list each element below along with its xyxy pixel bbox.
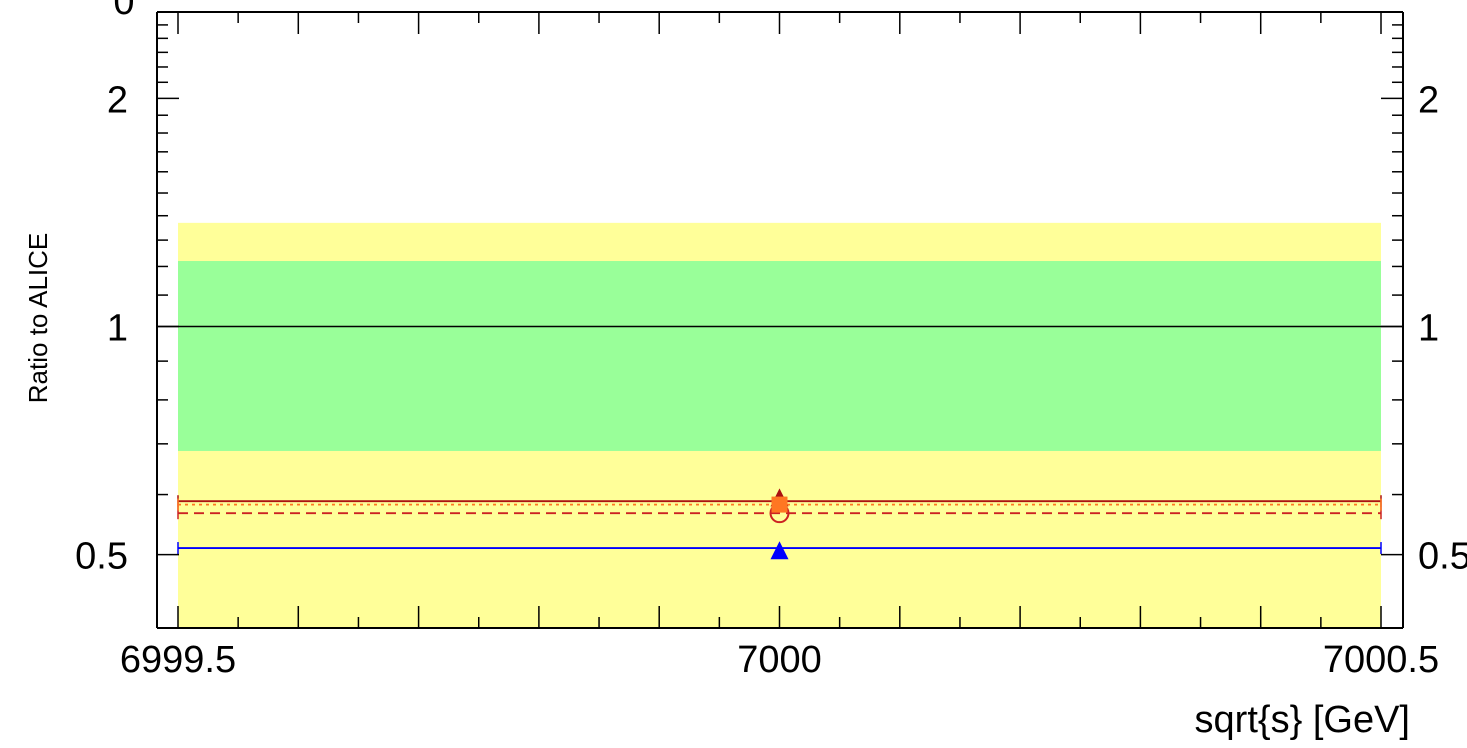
series-markers [769, 488, 790, 560]
uncertainty-bands [178, 222, 1381, 629]
y-tick-label-right-2: 2 [1418, 79, 1439, 121]
x-axis-title: sqrt{s} [GeV] [1195, 699, 1410, 741]
marker-triangle-0 [770, 541, 789, 560]
x-tick-label-2: 7000.5 [1323, 639, 1439, 681]
y-tick-label-left-2: 2 [107, 79, 128, 121]
y-axis-title: Ratio to ALICE [23, 233, 53, 404]
band-1 [178, 261, 1381, 451]
marker-square-3 [771, 496, 788, 513]
axis-ticks [157, 11, 1403, 629]
x-tick-label-0: 6999.5 [120, 639, 236, 681]
tick-labels: 6999.5 7000 7000.5 0.5 1 2 0.5 1 2 [75, 79, 1467, 681]
top-partial-tick-label: 0 [113, 0, 134, 23]
y-tick-label-left-0: 0.5 [75, 536, 128, 578]
x-tick-label-1: 7000 [737, 639, 822, 681]
y-tick-label-left-1: 1 [107, 307, 128, 349]
y-tick-label-right-0: 0.5 [1418, 536, 1467, 578]
y-tick-label-right-1: 1 [1418, 307, 1439, 349]
